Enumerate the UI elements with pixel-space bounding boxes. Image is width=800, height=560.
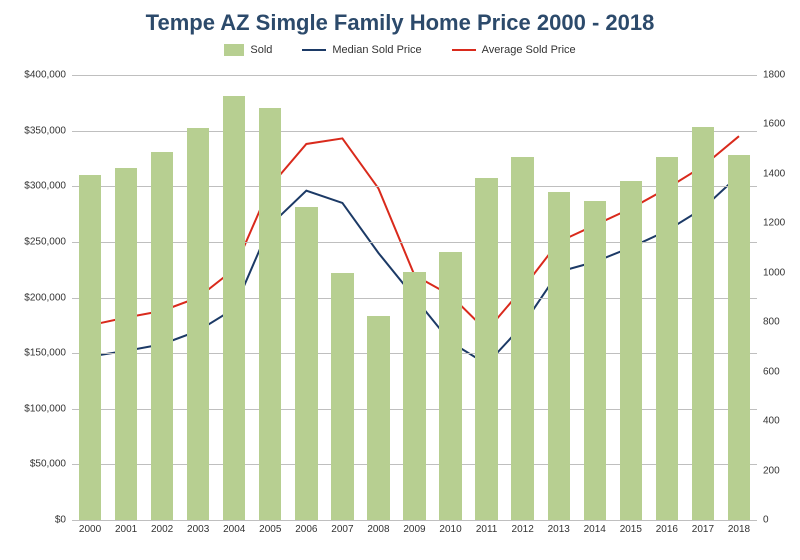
y-right-tick-label: 1000	[757, 267, 785, 278]
x-tick-label: 2015	[620, 520, 642, 535]
x-tick-label: 2017	[692, 520, 714, 535]
x-tick-label: 2004	[223, 520, 245, 535]
bar	[367, 316, 389, 520]
y-right-tick-label: 1600	[757, 119, 785, 130]
bar	[584, 201, 606, 520]
y-left-tick-label: $400,000	[24, 70, 72, 81]
bar	[620, 181, 642, 520]
x-tick-label: 2009	[403, 520, 425, 535]
bar	[151, 152, 173, 520]
gridline	[72, 75, 757, 76]
legend-item-average: Average Sold Price	[452, 44, 576, 56]
y-left-tick-label: $350,000	[24, 125, 72, 136]
legend: Sold Median Sold Price Average Sold Pric…	[0, 44, 800, 56]
gridline	[72, 131, 757, 132]
x-tick-label: 2008	[367, 520, 389, 535]
bar	[656, 157, 678, 520]
y-right-tick-label: 1400	[757, 168, 785, 179]
x-tick-label: 2005	[259, 520, 281, 535]
bar	[223, 96, 245, 520]
y-right-tick-label: 1200	[757, 218, 785, 229]
x-tick-label: 2001	[115, 520, 137, 535]
x-tick-label: 2013	[548, 520, 570, 535]
legend-item-median: Median Sold Price	[302, 44, 421, 56]
x-tick-label: 2003	[187, 520, 209, 535]
chart-container: Tempe AZ Simgle Family Home Price 2000 -…	[0, 0, 800, 560]
bar	[403, 272, 425, 520]
bar	[511, 157, 533, 520]
x-tick-label: 2006	[295, 520, 317, 535]
legend-swatch-sold	[224, 44, 244, 56]
y-left-tick-label: $250,000	[24, 236, 72, 247]
y-left-tick-label: $100,000	[24, 403, 72, 414]
bar	[187, 128, 209, 520]
x-tick-label: 2014	[584, 520, 606, 535]
chart-title: Tempe AZ Simgle Family Home Price 2000 -…	[0, 0, 800, 36]
bar	[79, 175, 101, 520]
plot-area: $0$50,000$100,000$150,000$200,000$250,00…	[72, 75, 757, 520]
x-tick-label: 2018	[728, 520, 750, 535]
gridline	[72, 242, 757, 243]
y-right-tick-label: 800	[757, 317, 780, 328]
bar	[728, 155, 750, 520]
bar	[331, 273, 353, 520]
bar	[692, 127, 714, 520]
y-left-tick-label: $300,000	[24, 181, 72, 192]
x-tick-label: 2010	[439, 520, 461, 535]
y-left-tick-label: $50,000	[30, 459, 72, 470]
x-tick-label: 2011	[476, 520, 498, 535]
legend-swatch-average	[452, 49, 476, 51]
y-right-tick-label: 600	[757, 366, 780, 377]
bar	[259, 108, 281, 520]
legend-label-sold: Sold	[250, 44, 272, 56]
legend-label-average: Average Sold Price	[482, 44, 576, 56]
bar	[439, 252, 461, 520]
legend-label-median: Median Sold Price	[332, 44, 421, 56]
legend-swatch-median	[302, 49, 326, 51]
x-tick-label: 2012	[512, 520, 534, 535]
x-tick-label: 2007	[331, 520, 353, 535]
y-left-tick-label: $200,000	[24, 292, 72, 303]
gridline	[72, 186, 757, 187]
legend-item-sold: Sold	[224, 44, 272, 56]
y-right-tick-label: 0	[757, 515, 769, 526]
x-tick-label: 2000	[79, 520, 101, 535]
bar	[475, 178, 497, 520]
y-left-tick-label: $0	[55, 515, 72, 526]
y-left-tick-label: $150,000	[24, 348, 72, 359]
bar	[295, 207, 317, 520]
bar	[548, 192, 570, 520]
y-right-tick-label: 200	[757, 465, 780, 476]
bar	[115, 168, 137, 520]
y-right-tick-label: 400	[757, 416, 780, 427]
x-tick-label: 2002	[151, 520, 173, 535]
x-tick-label: 2016	[656, 520, 678, 535]
y-right-tick-label: 1800	[757, 70, 785, 81]
